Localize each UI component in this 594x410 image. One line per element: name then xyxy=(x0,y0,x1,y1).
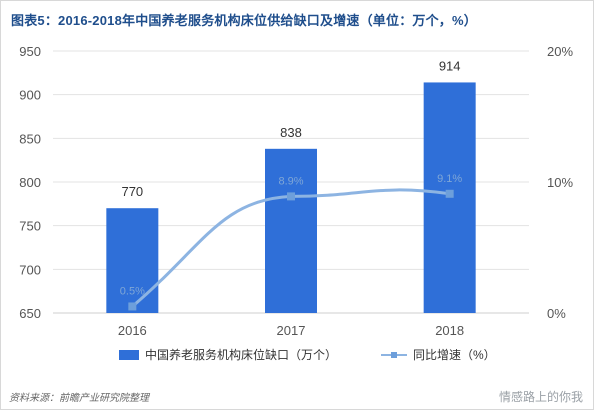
growth-rate-label: 9.1% xyxy=(437,173,462,185)
bar-value-label: 838 xyxy=(280,125,302,140)
y-left-tick-label: 800 xyxy=(19,175,41,190)
legend-line-label: 同比增速（%） xyxy=(413,348,496,362)
growth-rate-marker-2018 xyxy=(445,189,454,198)
y-left-tick-label: 700 xyxy=(19,262,41,277)
y-left-tick-label: 950 xyxy=(19,44,41,59)
y-left-tick-label: 650 xyxy=(19,306,41,321)
bar-2016 xyxy=(106,208,159,313)
bar-2017 xyxy=(265,148,317,313)
chart-legend: 中国养老服务机构床位缺口（万个） 同比增速（%） xyxy=(119,346,540,363)
legend-bar-label: 中国养老服务机构床位缺口（万个） xyxy=(145,348,338,362)
source-note: 资料来源：前瞻产业研究院整理 xyxy=(9,393,149,404)
watermark-text: 情感路上的你我 xyxy=(498,390,583,404)
legend-line-swatch xyxy=(381,350,408,360)
chart-title: 图表5：2016-2018年中国养老服务机构床位供给缺口及增速（单位：万个，%） xyxy=(11,13,477,28)
x-tick-label: 2017 xyxy=(277,323,306,338)
y-left-tick-label: 900 xyxy=(19,88,41,103)
x-tick-label: 2016 xyxy=(118,323,147,338)
y-right-tick-label: 10% xyxy=(547,175,573,190)
legend-item-line: 同比增速（%） xyxy=(381,346,496,363)
growth-rate-label: 0.5% xyxy=(120,285,145,297)
bar-value-label: 770 xyxy=(121,184,143,199)
x-tick-label: 2018 xyxy=(435,323,464,338)
legend-bar-swatch xyxy=(119,349,139,360)
y-right-tick-label: 0% xyxy=(547,306,566,321)
y-left-tick-label: 850 xyxy=(19,131,41,146)
y-left-tick-label: 750 xyxy=(19,219,41,234)
legend-item-bar: 中国养老服务机构床位缺口（万个） xyxy=(119,346,337,363)
y-right-tick-label: 20% xyxy=(547,44,573,59)
bar-value-label: 914 xyxy=(439,58,461,73)
growth-rate-marker-2016 xyxy=(128,302,137,311)
growth-rate-label: 8.9% xyxy=(278,175,303,187)
growth-rate-marker-2017 xyxy=(287,192,295,201)
